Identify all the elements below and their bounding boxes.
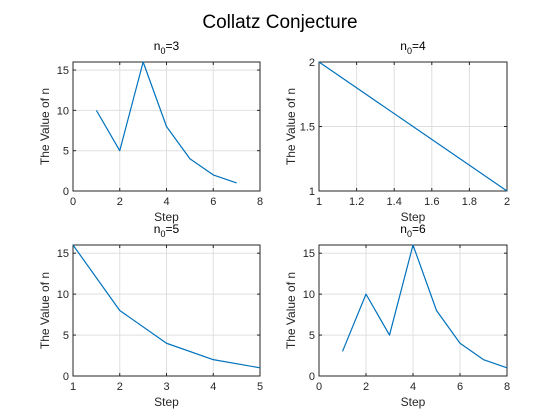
subplot-title: n0=5 [154, 222, 180, 239]
x-axis-label: Step [401, 210, 426, 224]
y-axis-label: The Value of n [284, 88, 298, 165]
x-tick-label: 1 [316, 196, 322, 208]
x-tick-label: 2 [117, 196, 123, 208]
series-line [72, 244, 261, 369]
y-tick-label: 15 [57, 248, 69, 260]
subplot-title-n: n [400, 222, 407, 236]
y-tick-label: 0 [63, 371, 69, 383]
x-axis-label: Step [154, 210, 179, 224]
y-tick-label: 15 [57, 65, 69, 77]
x-tick-label: 2 [504, 196, 510, 208]
y-tick-label: 10 [57, 105, 69, 117]
x-tick-label: 0 [316, 381, 322, 393]
y-tick-label: 0 [63, 186, 69, 198]
x-axis-label: Step [401, 395, 426, 409]
x-tick-label: 3 [163, 381, 169, 393]
x-tick-label: 1.8 [462, 196, 477, 208]
x-tick-label: 4 [410, 381, 416, 393]
x-tick-label: 1 [70, 381, 76, 393]
subplot-title-subscript: 0 [407, 229, 412, 239]
subplot-title: n0=3 [154, 39, 180, 56]
x-tick-label: 2 [117, 381, 123, 393]
x-tick-label: 6 [457, 381, 463, 393]
y-axis-label: The Value of n [38, 272, 52, 349]
subplot-title-value: =5 [166, 222, 180, 236]
y-tick-label: 15 [303, 248, 315, 260]
series-line [95, 61, 237, 184]
series-line [318, 61, 508, 192]
y-tick-label: 2 [309, 57, 315, 69]
y-axis-label: The Value of n [284, 272, 298, 349]
subplot-title-n: n [154, 222, 161, 236]
figure-title: Collatz Conjecture [202, 12, 357, 33]
subplot-title-value: =6 [412, 222, 426, 236]
y-tick-label: 0 [309, 371, 315, 383]
x-tick-label: 4 [210, 381, 216, 393]
subplot-title: n0=4 [400, 39, 426, 56]
x-tick-label: 5 [257, 381, 263, 393]
subplot-title-value: =3 [166, 39, 180, 53]
y-tick-label: 5 [63, 330, 69, 342]
subplot-title-subscript: 0 [407, 46, 412, 56]
x-tick-label: 8 [504, 381, 510, 393]
y-tick-label: 10 [57, 289, 69, 301]
x-tick-label: 1.6 [424, 196, 439, 208]
y-tick-label: 1.5 [300, 122, 315, 134]
x-tick-label: 1.2 [349, 196, 364, 208]
subplot-title-value: =4 [412, 39, 426, 53]
x-axis-label: Step [154, 395, 179, 409]
x-tick-label: 1.4 [387, 196, 402, 208]
subplot-title-n: n [154, 39, 161, 53]
subplot-title-subscript: 0 [160, 46, 165, 56]
subplot-title: n0=6 [400, 222, 426, 239]
y-tick-label: 10 [303, 289, 315, 301]
subplot-title-subscript: 0 [160, 229, 165, 239]
series-line [341, 244, 508, 369]
x-tick-label: 2 [363, 381, 369, 393]
y-tick-label: 5 [309, 330, 315, 342]
x-tick-label: 6 [210, 196, 216, 208]
y-tick-label: 1 [309, 186, 315, 198]
y-axis-label: The Value of n [38, 88, 52, 165]
x-tick-label: 0 [70, 196, 76, 208]
subplot-n0-4: 1 1.2 1.4 1.6 1.8 2 1 1.5 2 Step The Value of n n0=… [284, 39, 510, 224]
x-tick-label: 4 [163, 196, 169, 208]
y-tick-label: 5 [63, 146, 69, 158]
x-tick-label: 8 [257, 196, 263, 208]
subplot-title-n: n [400, 39, 407, 53]
